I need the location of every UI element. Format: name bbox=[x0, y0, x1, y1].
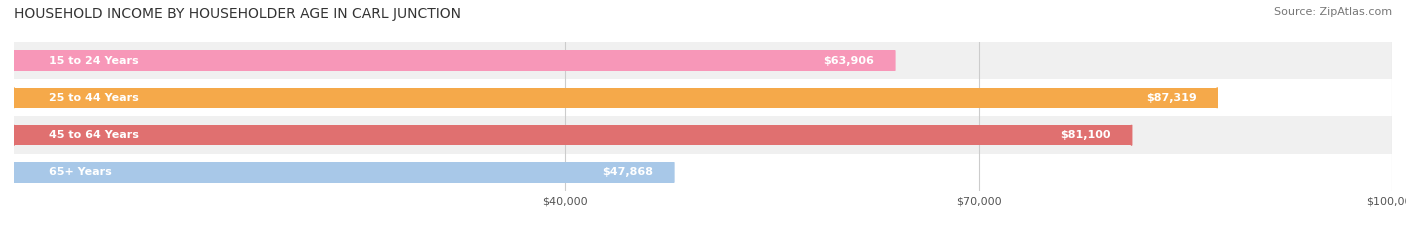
Bar bbox=[14, 42, 1392, 79]
Bar bbox=[14, 125, 1132, 145]
Bar bbox=[14, 162, 673, 183]
Text: Source: ZipAtlas.com: Source: ZipAtlas.com bbox=[1274, 7, 1392, 17]
Text: $81,100: $81,100 bbox=[1060, 130, 1111, 140]
Bar bbox=[14, 50, 894, 71]
Bar bbox=[14, 116, 1392, 154]
Text: $87,319: $87,319 bbox=[1146, 93, 1197, 103]
Text: 25 to 44 Years: 25 to 44 Years bbox=[48, 93, 138, 103]
Bar bbox=[14, 88, 1218, 108]
Bar bbox=[14, 79, 1392, 116]
Text: $63,906: $63,906 bbox=[823, 56, 875, 65]
Text: 65+ Years: 65+ Years bbox=[48, 168, 111, 177]
Text: 15 to 24 Years: 15 to 24 Years bbox=[48, 56, 138, 65]
Text: 45 to 64 Years: 45 to 64 Years bbox=[48, 130, 138, 140]
Bar bbox=[14, 154, 1392, 191]
Text: HOUSEHOLD INCOME BY HOUSEHOLDER AGE IN CARL JUNCTION: HOUSEHOLD INCOME BY HOUSEHOLDER AGE IN C… bbox=[14, 7, 461, 21]
Text: $47,868: $47,868 bbox=[602, 168, 652, 177]
